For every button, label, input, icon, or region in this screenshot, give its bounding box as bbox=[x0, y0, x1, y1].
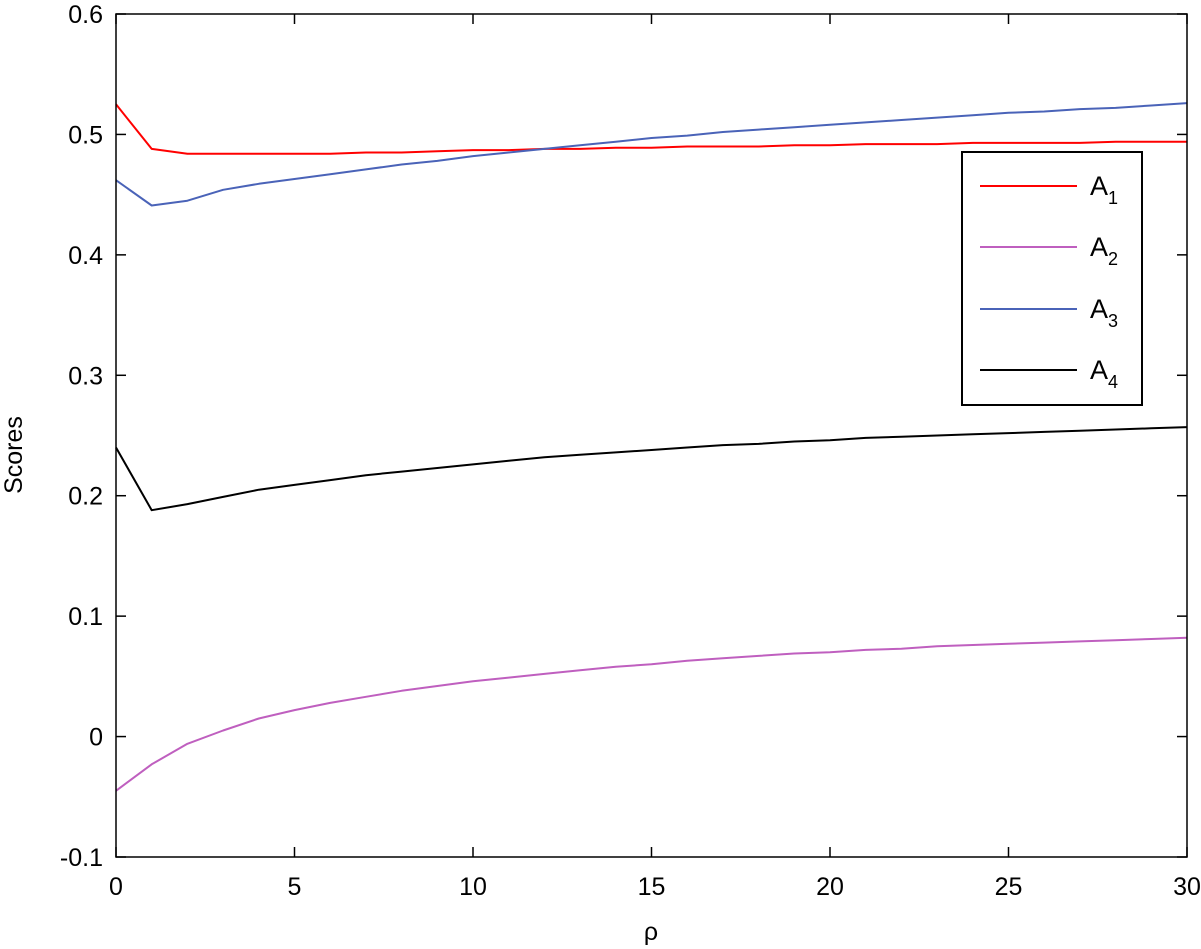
legend-box bbox=[961, 151, 1143, 406]
y-tick-label: 0.4 bbox=[68, 242, 103, 270]
y-tick-label: 0.3 bbox=[68, 362, 103, 390]
x-tick-label: 20 bbox=[816, 873, 844, 901]
legend-label-a1: A1 bbox=[1090, 171, 1118, 208]
x-tick-label: 15 bbox=[638, 873, 666, 901]
legend-label-a4: A4 bbox=[1090, 355, 1118, 392]
x-tick-label: 0 bbox=[109, 873, 123, 901]
tick-labels: 0 5 10 15 20 25 30-0.100.10.20.30.40.50.6 bbox=[60, 1, 1201, 901]
series-line-a2 bbox=[115, 636, 1188, 792]
series-line-a3 bbox=[115, 102, 1188, 207]
plot-frame bbox=[115, 13, 1188, 858]
legend-label-a3: A3 bbox=[1090, 294, 1118, 331]
y-tick-label: -0.1 bbox=[60, 844, 103, 872]
series-line-a1 bbox=[115, 103, 1187, 155]
y-tick-label: 0.2 bbox=[68, 483, 103, 511]
x-axis-title: ρ bbox=[644, 918, 658, 946]
y-tick-label: 0.1 bbox=[68, 603, 103, 631]
legend-label-a2: A2 bbox=[1090, 232, 1118, 269]
y-tick-label: 0.6 bbox=[68, 1, 103, 29]
legend: A1 A2 A3 A4 bbox=[961, 151, 1143, 406]
series-lines bbox=[115, 102, 1188, 792]
series-line-a4 bbox=[115, 426, 1188, 512]
x-tick-label: 5 bbox=[288, 873, 302, 901]
plot-background bbox=[116, 14, 1187, 857]
x-tick-label: 10 bbox=[459, 873, 487, 901]
y-tick-label: 0 bbox=[89, 724, 103, 752]
x-tick-label: 25 bbox=[995, 873, 1023, 901]
x-tick-label: 30 bbox=[1173, 873, 1201, 901]
y-tick-label: 0.5 bbox=[68, 121, 103, 149]
y-axis-title: Scores bbox=[0, 416, 28, 494]
